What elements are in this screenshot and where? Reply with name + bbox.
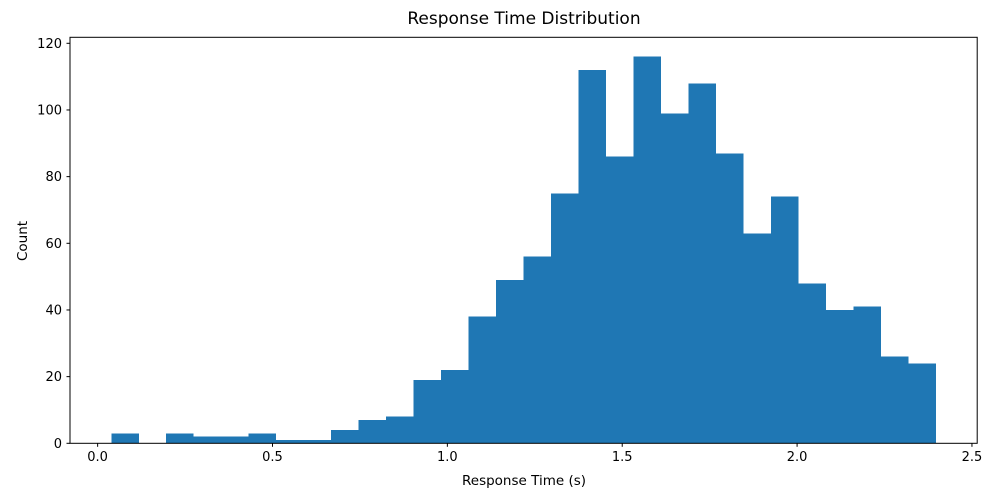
histogram-bar [880, 356, 909, 444]
histogram-bar [853, 306, 881, 444]
axes-spines [69, 36, 978, 444]
y-tick-label: 80 [45, 170, 62, 185]
histogram-bar [248, 433, 277, 444]
x-tick-label: 0.0 [87, 450, 108, 465]
histogram-bar [825, 309, 854, 444]
chart-title: Response Time Distribution [407, 9, 641, 29]
histogram-bar [770, 196, 799, 444]
x-tick-label: 0.5 [262, 450, 283, 465]
histogram-bar [688, 83, 717, 444]
histogram-bar [743, 233, 771, 444]
histogram-bar [386, 416, 414, 444]
x-tick-label: 1.0 [437, 450, 458, 465]
x-tick-label: 2.0 [787, 450, 808, 465]
histogram-bar [276, 439, 304, 444]
histogram-bar [606, 156, 634, 444]
histogram-bar [578, 69, 607, 444]
histogram-bar [496, 279, 524, 444]
histogram-bar [413, 379, 442, 444]
histogram-bar [798, 283, 826, 444]
histogram-bar [111, 433, 139, 444]
histogram-bar [716, 153, 744, 444]
x-axis-label: Response Time (s) [461, 473, 587, 489]
y-tick-label: 60 [45, 237, 62, 252]
histogram-bar [468, 316, 497, 444]
histogram-bar [193, 436, 222, 444]
y-tick-label: 0 [54, 437, 62, 452]
y-tick-label: 100 [37, 103, 62, 118]
x-tick-label: 2.5 [962, 450, 983, 465]
histogram-bar [551, 193, 579, 444]
histogram-bar [358, 419, 387, 444]
histogram-bar [303, 439, 332, 444]
y-tick-label: 120 [37, 37, 62, 52]
histogram-bar [441, 369, 469, 444]
histogram-bar [523, 256, 552, 444]
histogram-bar [166, 433, 194, 444]
y-tick-label: 40 [45, 303, 62, 318]
histogram-bar [331, 429, 359, 444]
histogram-bar [633, 56, 662, 444]
histogram-bar [221, 436, 249, 444]
histogram-bar [661, 113, 689, 444]
x-tick-label: 1.5 [612, 450, 633, 465]
histogram-bar [908, 363, 936, 444]
y-tick-label: 20 [45, 370, 62, 385]
